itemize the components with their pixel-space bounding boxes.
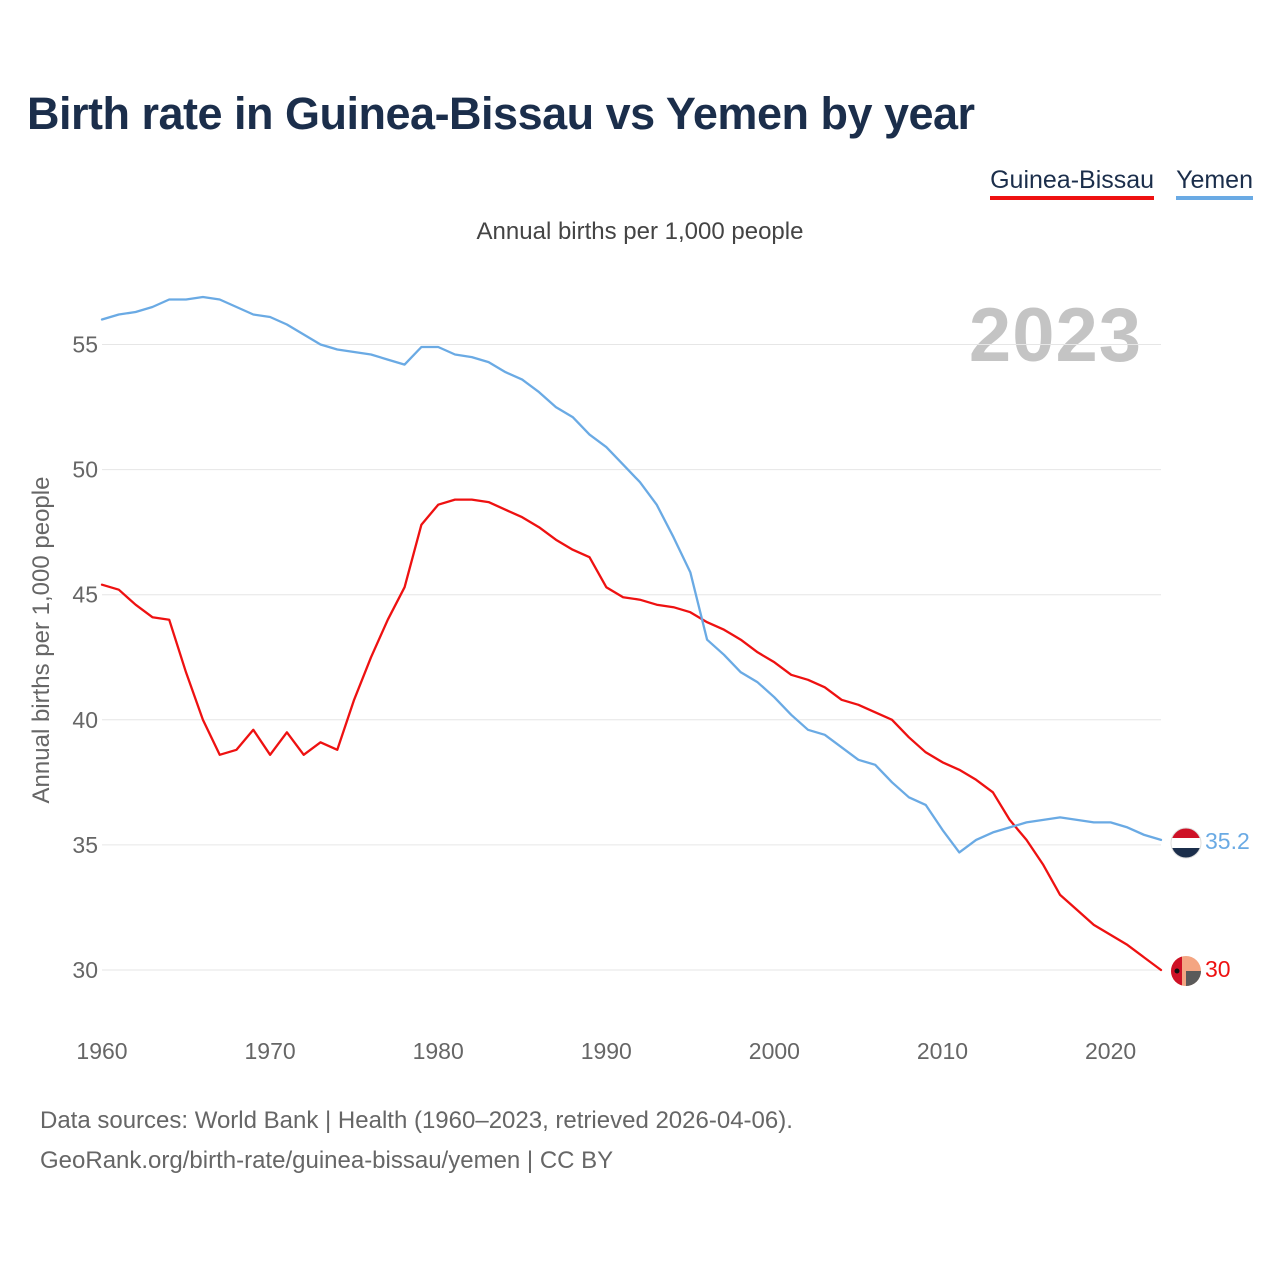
- x-tick-label: 2020: [1085, 1038, 1136, 1064]
- y-tick-label: 45: [72, 582, 98, 608]
- x-axis-ticks: 1960 1970 1980 1990 2000 2010 2020: [76, 1038, 1136, 1064]
- series-line-yemen[interactable]: [100, 295, 1163, 854]
- y-axis-ticks: 30 35 40 45 50 55: [72, 332, 98, 983]
- chart-subtitle: Annual births per 1,000 people: [476, 218, 804, 245]
- y-tick-label: 35: [72, 832, 98, 858]
- y-tick-label: 40: [72, 707, 98, 733]
- x-tick-label: 2000: [749, 1038, 800, 1064]
- source-note: Data sources: World Bank | Health (1960–…: [40, 1107, 793, 1134]
- year-watermark: 2023: [968, 293, 1142, 378]
- x-tick-label: 2010: [917, 1038, 968, 1064]
- x-tick-label: 1990: [581, 1038, 632, 1064]
- y-tick-label: 30: [72, 957, 98, 983]
- legend-item-yemen[interactable]: Yemen: [1176, 166, 1253, 200]
- x-tick-label: 1980: [413, 1038, 464, 1064]
- chart-title: Birth rate in Guinea-Bissau vs Yemen by …: [27, 88, 975, 139]
- gridlines: [102, 344, 1161, 971]
- y-tick-label: 55: [72, 332, 98, 358]
- yemen-flag-icon: [1170, 827, 1202, 859]
- y-tick-label: 50: [72, 457, 98, 483]
- x-tick-label: 1960: [76, 1038, 127, 1064]
- legend: Guinea-Bissau Yemen: [990, 166, 1253, 200]
- series-line-guinea-bissau[interactable]: [100, 498, 1163, 972]
- end-label-guinea-bissau: 30: [1205, 956, 1231, 982]
- guinea-bissau-flag-icon: [1171, 956, 1201, 986]
- end-label-yemen: 35.2: [1205, 828, 1250, 854]
- source-url[interactable]: GeoRank.org/birth-rate/guinea-bissau/yem…: [40, 1147, 614, 1174]
- legend-item-guinea-bissau[interactable]: Guinea-Bissau: [990, 166, 1155, 200]
- series-lines: [100, 295, 1163, 972]
- x-tick-label: 1970: [245, 1038, 296, 1064]
